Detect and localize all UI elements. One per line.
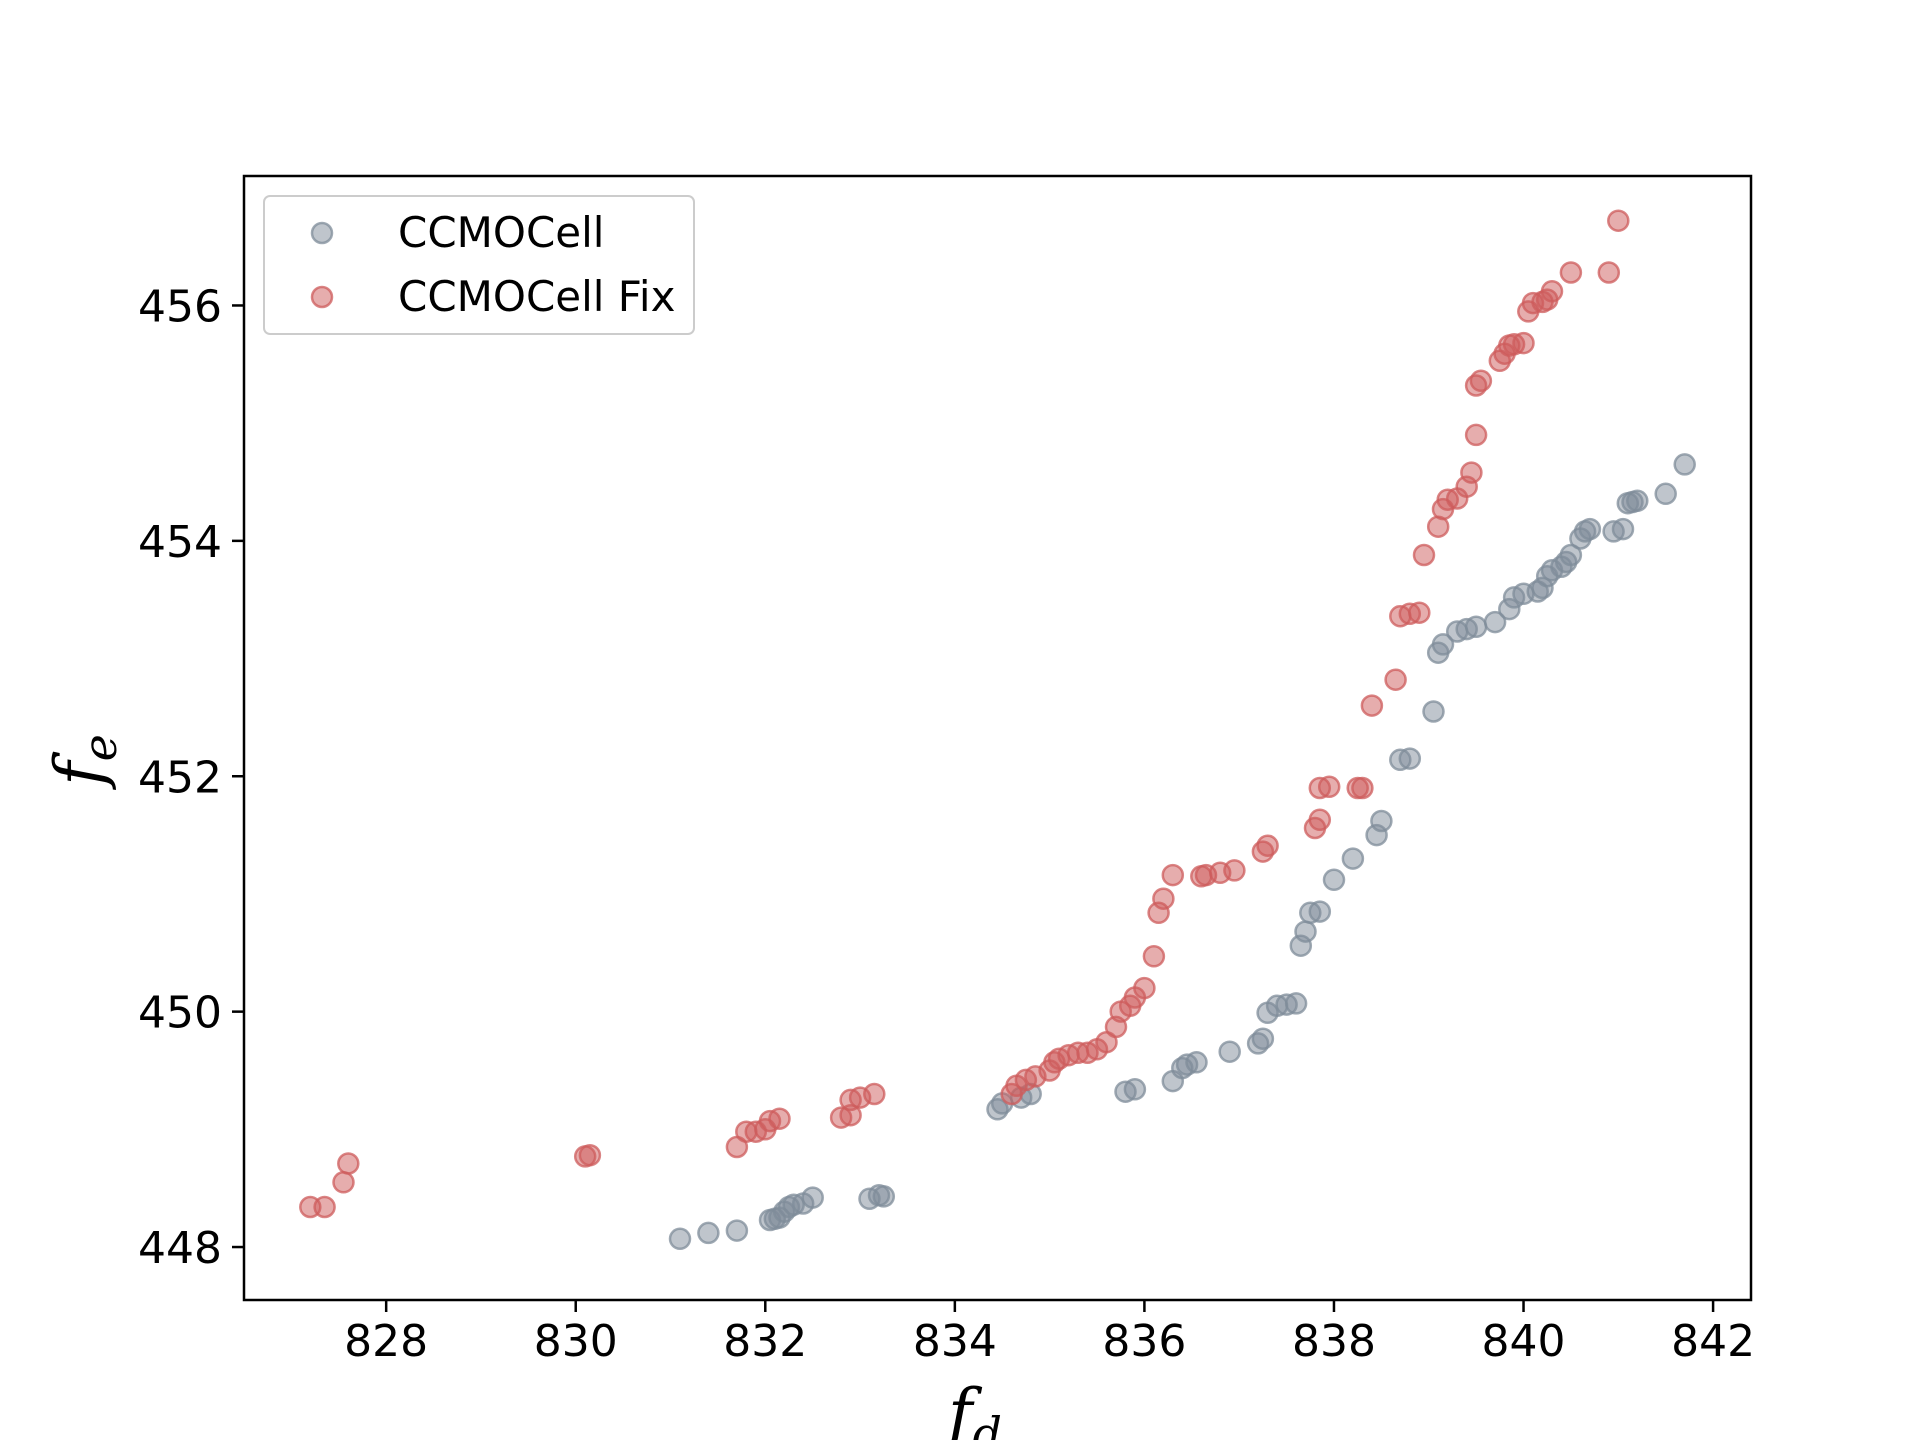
legend: CCMOCell CCMOCell Fix: [263, 195, 695, 335]
legend-marker-ccmocell: [310, 221, 334, 245]
point-ccmocell: [1626, 489, 1649, 513]
y-tick-label: 456: [138, 281, 222, 332]
x-tick-label: 828: [344, 1316, 428, 1367]
point-ccmocell-fix: [313, 1195, 336, 1219]
x-tick-label: 834: [913, 1316, 997, 1367]
plot-frame: [242, 174, 1753, 1302]
point-ccmocell: [1218, 1040, 1241, 1063]
point-ccmocell-fix: [1317, 775, 1341, 799]
point-ccmocell-fix: [1133, 976, 1156, 1000]
legend-label-ccmocell-fix: CCMOCell Fix: [398, 272, 675, 321]
point-ccmocell: [1611, 517, 1635, 541]
x-tick-label: 840: [1482, 1316, 1566, 1367]
point-ccmocell-fix: [1308, 808, 1332, 832]
point-ccmocell: [668, 1227, 692, 1251]
y-tick-label: 454: [138, 517, 222, 568]
y-tick-label: 448: [138, 1223, 222, 1274]
point-ccmocell: [697, 1221, 720, 1245]
point-ccmocell-fix: [1384, 668, 1407, 691]
point-ccmocell: [1673, 453, 1696, 476]
point-ccmocell-fix: [1360, 694, 1384, 717]
point-ccmocell-fix: [1351, 776, 1374, 800]
point-ccmocell: [725, 1219, 749, 1242]
point-ccmocell: [1483, 610, 1507, 634]
point-ccmocell-fix: [768, 1107, 791, 1130]
x-tick-label: 832: [723, 1316, 807, 1367]
point-ccmocell: [1422, 700, 1445, 723]
x-tick-label: 842: [1671, 1316, 1755, 1367]
point-ccmocell: [1251, 1027, 1275, 1050]
point-ccmocell: [1559, 543, 1583, 567]
point-ccmocell-fix: [863, 1082, 886, 1106]
point-ccmocell: [1398, 747, 1422, 770]
point-ccmocell-fix: [332, 1171, 355, 1194]
point-ccmocell: [1464, 615, 1488, 639]
point-ccmocell-fix: [1412, 543, 1436, 567]
point-ccmocell: [1370, 809, 1393, 833]
point-ccmocell: [1123, 1078, 1147, 1101]
point-ccmocell-fix: [1161, 863, 1185, 887]
point-ccmocell: [1578, 517, 1602, 541]
point-ccmocell-fix: [1469, 369, 1493, 393]
point-ccmocell-fix: [1512, 331, 1535, 355]
point-ccmocell-fix: [1540, 280, 1564, 303]
y-tick-label: 450: [138, 988, 222, 1039]
point-ccmocell: [1308, 900, 1332, 923]
x-tick-label: 830: [534, 1316, 618, 1367]
x-tick-label: 838: [1292, 1316, 1376, 1367]
point-ccmocell: [1185, 1051, 1208, 1074]
point-ccmocell-fix: [1152, 887, 1175, 910]
point-ccmocell: [1341, 847, 1365, 870]
legend-label-ccmocell: CCMOCell: [398, 208, 604, 257]
x-tick-label: 836: [1102, 1316, 1186, 1367]
point-ccmocell-fix: [1408, 601, 1431, 624]
x-ticks: 828 830 832 834 836 838 840 842: [344, 1300, 1755, 1367]
point-ccmocell-fix: [1460, 461, 1483, 484]
point-ccmocell: [1654, 482, 1677, 506]
x-axis-label-sub: d: [972, 1407, 1001, 1440]
point-ccmocell: [801, 1186, 824, 1209]
point-ccmocell-fix: [1256, 834, 1279, 857]
point-ccmocell-fix: [1464, 423, 1488, 447]
point-ccmocell-fix: [1559, 261, 1583, 284]
point-ccmocell-fix: [337, 1152, 360, 1175]
y-ticks: 448 450 452 454 456: [138, 281, 244, 1274]
point-ccmocell-fix: [1142, 945, 1166, 968]
point-ccmocell: [867, 1184, 891, 1207]
points-layer: [299, 209, 1696, 1251]
legend-box: [263, 195, 695, 335]
point-ccmocell-fix: [1607, 209, 1630, 232]
point-ccmocell: [1294, 920, 1317, 943]
legend-marker-ccmocell-fix: [310, 285, 334, 309]
point-ccmocell: [1322, 868, 1346, 892]
y-tick-label: 452: [138, 752, 222, 803]
y-axis-label-sub: e: [73, 734, 127, 761]
point-ccmocell: [1284, 992, 1308, 1015]
point-ccmocell-fix: [1223, 859, 1246, 882]
point-ccmocell-fix: [578, 1143, 602, 1167]
point-ccmocell-fix: [1597, 261, 1621, 284]
point-ccmocell: [1431, 633, 1455, 656]
